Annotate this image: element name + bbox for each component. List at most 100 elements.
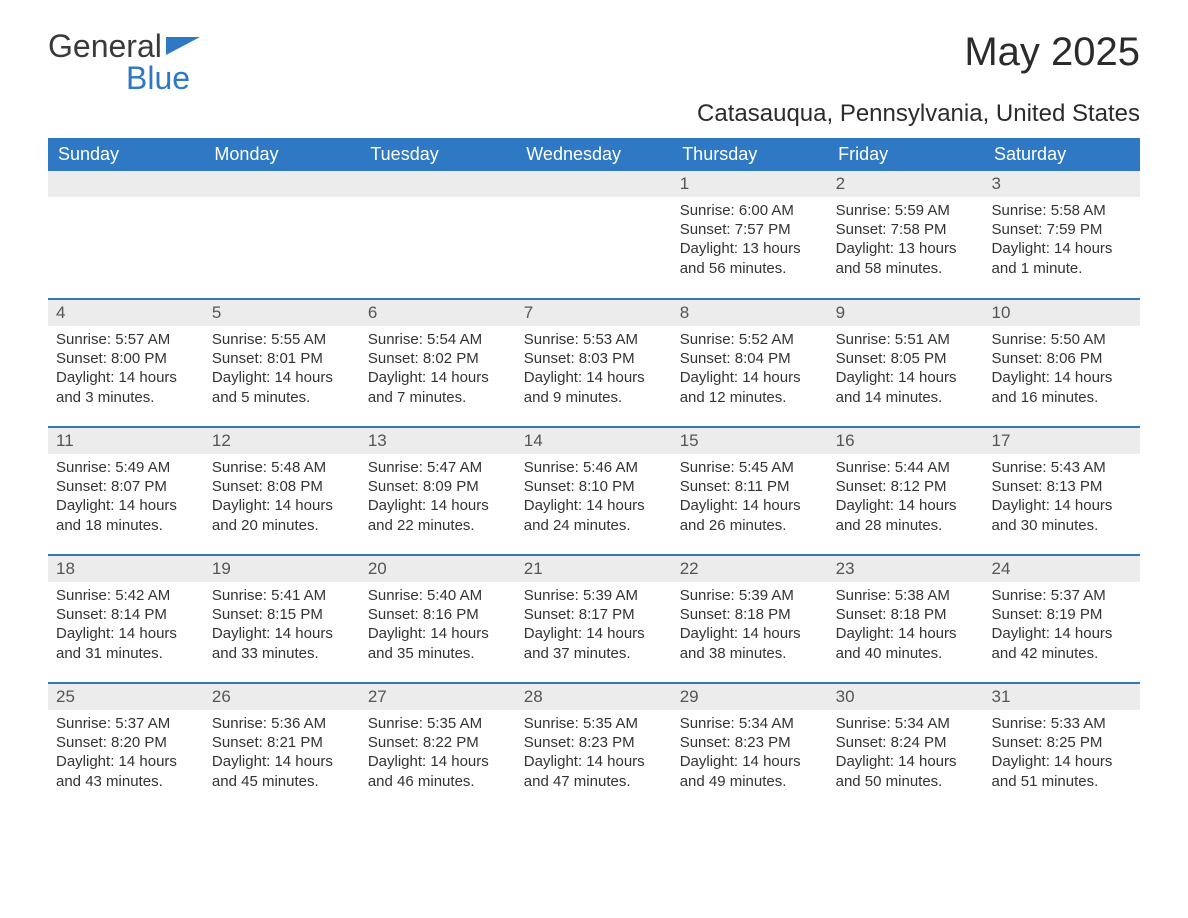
sunset-text: Sunset: 8:10 PM bbox=[524, 477, 664, 496]
day-content: Sunrise: 5:34 AMSunset: 8:24 PMDaylight:… bbox=[828, 710, 984, 799]
day-content: Sunrise: 5:33 AMSunset: 8:25 PMDaylight:… bbox=[984, 710, 1140, 799]
day-number: 11 bbox=[48, 428, 204, 454]
daylight-text: Daylight: 14 hours and 51 minutes. bbox=[992, 752, 1132, 790]
day-number: 6 bbox=[360, 300, 516, 326]
calendar-cell: 6 Sunrise: 5:54 AMSunset: 8:02 PMDaylight… bbox=[360, 299, 516, 427]
calendar-cell: 31Sunrise: 5:33 AMSunset: 8:25 PMDayligh… bbox=[984, 683, 1140, 811]
day-number: 29 bbox=[672, 684, 828, 710]
day-number: 18 bbox=[48, 556, 204, 582]
weekday-header: Tuesday bbox=[360, 138, 516, 171]
calendar-cell: 10Sunrise: 5:50 AMSunset: 8:06 PMDayligh… bbox=[984, 299, 1140, 427]
sunset-text: Sunset: 8:00 PM bbox=[56, 349, 196, 368]
sunset-text: Sunset: 8:16 PM bbox=[368, 605, 508, 624]
day-content: Sunrise: 5:47 AMSunset: 8:09 PMDaylight:… bbox=[360, 454, 516, 543]
daylight-text: Daylight: 14 hours and 28 minutes. bbox=[836, 496, 976, 534]
calendar-week-row: 1Sunrise: 6:00 AMSunset: 7:57 PMDaylight… bbox=[48, 171, 1140, 299]
calendar-cell: 12Sunrise: 5:48 AMSunset: 8:08 PMDayligh… bbox=[204, 427, 360, 555]
location-text: Catasauqua, Pennsylvania, United States bbox=[48, 100, 1140, 128]
day-number: 25 bbox=[48, 684, 204, 710]
day-content: Sunrise: 5:36 AMSunset: 8:21 PMDaylight:… bbox=[204, 710, 360, 799]
calendar-cell bbox=[48, 171, 204, 299]
day-number: 3 bbox=[984, 171, 1140, 197]
daylight-text: Daylight: 14 hours and 7 minutes. bbox=[368, 368, 508, 406]
day-number: 5 bbox=[204, 300, 360, 326]
sunset-text: Sunset: 8:17 PM bbox=[524, 605, 664, 624]
daylight-text: Daylight: 14 hours and 43 minutes. bbox=[56, 752, 196, 790]
day-number bbox=[516, 171, 672, 197]
weekday-header: Saturday bbox=[984, 138, 1140, 171]
sunset-text: Sunset: 8:23 PM bbox=[680, 733, 820, 752]
calendar-cell: 30Sunrise: 5:34 AMSunset: 8:24 PMDayligh… bbox=[828, 683, 984, 811]
daylight-text: Daylight: 13 hours and 58 minutes. bbox=[836, 239, 976, 277]
daylight-text: Daylight: 14 hours and 50 minutes. bbox=[836, 752, 976, 790]
sunset-text: Sunset: 8:11 PM bbox=[680, 477, 820, 496]
day-content: Sunrise: 5:39 AMSunset: 8:17 PMDaylight:… bbox=[516, 582, 672, 671]
day-content: Sunrise: 5:34 AMSunset: 8:23 PMDaylight:… bbox=[672, 710, 828, 799]
sunrise-text: Sunrise: 5:42 AM bbox=[56, 586, 196, 605]
calendar-cell: 16Sunrise: 5:44 AMSunset: 8:12 PMDayligh… bbox=[828, 427, 984, 555]
sunset-text: Sunset: 8:02 PM bbox=[368, 349, 508, 368]
day-content: Sunrise: 5:35 AMSunset: 8:22 PMDaylight:… bbox=[360, 710, 516, 799]
daylight-text: Daylight: 14 hours and 38 minutes. bbox=[680, 624, 820, 662]
sunset-text: Sunset: 8:25 PM bbox=[992, 733, 1132, 752]
daylight-text: Daylight: 14 hours and 40 minutes. bbox=[836, 624, 976, 662]
calendar-cell: 11Sunrise: 5:49 AMSunset: 8:07 PMDayligh… bbox=[48, 427, 204, 555]
sunrise-text: Sunrise: 5:40 AM bbox=[368, 586, 508, 605]
calendar-cell: 26Sunrise: 5:36 AMSunset: 8:21 PMDayligh… bbox=[204, 683, 360, 811]
day-number: 2 bbox=[828, 171, 984, 197]
day-content: Sunrise: 5:40 AMSunset: 8:16 PMDaylight:… bbox=[360, 582, 516, 671]
sunset-text: Sunset: 8:09 PM bbox=[368, 477, 508, 496]
calendar-cell: 18 Sunrise: 5:42 AMSunset: 8:14 PMDayligh… bbox=[48, 555, 204, 683]
logo-flag-icon bbox=[166, 37, 200, 57]
calendar-cell: 13Sunrise: 5:47 AMSunset: 8:09 PMDayligh… bbox=[360, 427, 516, 555]
day-content: Sunrise: 5:52 AMSunset: 8:04 PMDaylight:… bbox=[672, 326, 828, 415]
day-content: Sunrise: 5:37 AMSunset: 8:20 PMDaylight:… bbox=[48, 710, 204, 799]
day-content: Sunrise: 5:50 AMSunset: 8:06 PMDaylight:… bbox=[984, 326, 1140, 415]
daylight-text: Daylight: 14 hours and 20 minutes. bbox=[212, 496, 352, 534]
sunrise-text: Sunrise: 5:52 AM bbox=[680, 330, 820, 349]
day-number: 14 bbox=[516, 428, 672, 454]
calendar-cell: 21Sunrise: 5:39 AMSunset: 8:17 PMDayligh… bbox=[516, 555, 672, 683]
day-number: 12 bbox=[204, 428, 360, 454]
calendar-cell: 24Sunrise: 5:37 AMSunset: 8:19 PMDayligh… bbox=[984, 555, 1140, 683]
sunset-text: Sunset: 8:08 PM bbox=[212, 477, 352, 496]
sunset-text: Sunset: 8:21 PM bbox=[212, 733, 352, 752]
sunrise-text: Sunrise: 5:37 AM bbox=[992, 586, 1132, 605]
daylight-text: Daylight: 14 hours and 24 minutes. bbox=[524, 496, 664, 534]
sunrise-text: Sunrise: 5:34 AM bbox=[680, 714, 820, 733]
daylight-text: Daylight: 14 hours and 46 minutes. bbox=[368, 752, 508, 790]
day-content: Sunrise: 5:41 AMSunset: 8:15 PMDaylight:… bbox=[204, 582, 360, 671]
day-number: 21 bbox=[516, 556, 672, 582]
daylight-text: Daylight: 14 hours and 12 minutes. bbox=[680, 368, 820, 406]
daylight-text: Daylight: 14 hours and 33 minutes. bbox=[212, 624, 352, 662]
weekday-header-row: Sunday Monday Tuesday Wednesday Thursday… bbox=[48, 138, 1140, 171]
day-content: Sunrise: 5:45 AMSunset: 8:11 PMDaylight:… bbox=[672, 454, 828, 543]
daylight-text: Daylight: 14 hours and 42 minutes. bbox=[992, 624, 1132, 662]
calendar-week-row: 4Sunrise: 5:57 AMSunset: 8:00 PMDaylight… bbox=[48, 299, 1140, 427]
sunrise-text: Sunrise: 5:54 AM bbox=[368, 330, 508, 349]
day-number bbox=[360, 171, 516, 197]
sunrise-text: Sunrise: 5:43 AM bbox=[992, 458, 1132, 477]
day-number: 27 bbox=[360, 684, 516, 710]
sunrise-text: Sunrise: 5:39 AM bbox=[524, 586, 664, 605]
calendar-cell: 14Sunrise: 5:46 AMSunset: 8:10 PMDayligh… bbox=[516, 427, 672, 555]
sunset-text: Sunset: 8:23 PM bbox=[524, 733, 664, 752]
sunset-text: Sunset: 8:24 PM bbox=[836, 733, 976, 752]
day-number: 23 bbox=[828, 556, 984, 582]
daylight-text: Daylight: 14 hours and 30 minutes. bbox=[992, 496, 1132, 534]
day-content: Sunrise: 5:51 AMSunset: 8:05 PMDaylight:… bbox=[828, 326, 984, 415]
day-content: Sunrise: 5:37 AMSunset: 8:19 PMDaylight:… bbox=[984, 582, 1140, 671]
day-content: Sunrise: 5:44 AMSunset: 8:12 PMDaylight:… bbox=[828, 454, 984, 543]
calendar-cell: 2Sunrise: 5:59 AMSunset: 7:58 PMDaylight… bbox=[828, 171, 984, 299]
daylight-text: Daylight: 14 hours and 31 minutes. bbox=[56, 624, 196, 662]
daylight-text: Daylight: 14 hours and 9 minutes. bbox=[524, 368, 664, 406]
sunset-text: Sunset: 8:13 PM bbox=[992, 477, 1132, 496]
sunrise-text: Sunrise: 5:39 AM bbox=[680, 586, 820, 605]
sunrise-text: Sunrise: 5:59 AM bbox=[836, 201, 976, 220]
sunset-text: Sunset: 8:20 PM bbox=[56, 733, 196, 752]
calendar-cell: 20Sunrise: 5:40 AMSunset: 8:16 PMDayligh… bbox=[360, 555, 516, 683]
calendar-cell: 15Sunrise: 5:45 AMSunset: 8:11 PMDayligh… bbox=[672, 427, 828, 555]
day-number: 17 bbox=[984, 428, 1140, 454]
sunrise-text: Sunrise: 5:38 AM bbox=[836, 586, 976, 605]
sunset-text: Sunset: 8:14 PM bbox=[56, 605, 196, 624]
